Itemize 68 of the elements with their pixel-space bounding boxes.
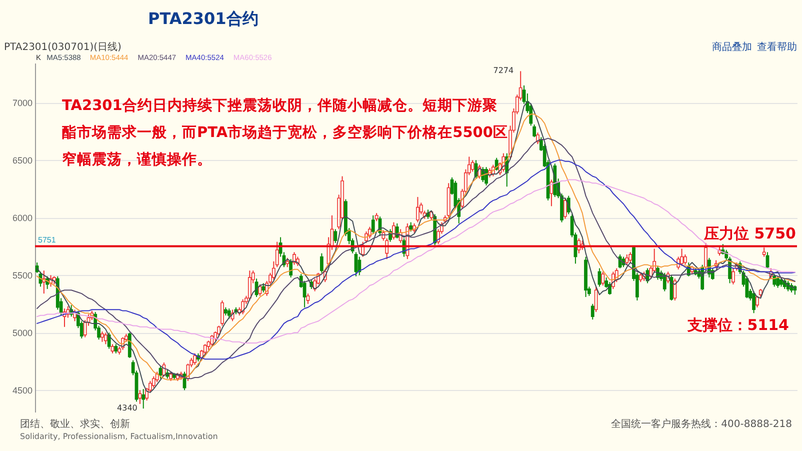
candlestick	[371, 214, 375, 234]
candlestick	[220, 300, 224, 326]
candlestick	[601, 271, 605, 286]
candlestick	[628, 252, 632, 264]
candlestick	[772, 274, 776, 288]
y-tick-label: 5000	[12, 328, 32, 338]
candlestick	[104, 332, 108, 345]
y-tick-label: 7000	[12, 98, 32, 108]
candlestick	[416, 196, 420, 223]
candlestick	[286, 257, 290, 268]
candlestick	[638, 272, 642, 283]
candlestick	[262, 282, 266, 293]
text: Solidarity, Professionalism, Factualism,Innovation	[20, 432, 218, 441]
candlestick	[608, 282, 612, 296]
text: 查看帮助	[757, 41, 797, 53]
text: 团结、敬业、求实、创新	[20, 418, 130, 430]
candlestick	[142, 388, 146, 410]
annotation: TA2301合约日内持续下挫震荡收阴，伴随小幅减仓。短期下游聚酯市场需求一般，而PTA市场趋于宽松，多空影响下价格在5500区窄幅震荡，谨慎操作。	[62, 97, 508, 168]
candlestick	[193, 352, 197, 366]
candlestick	[484, 166, 488, 186]
candlestick	[241, 298, 245, 315]
candlestick	[320, 252, 324, 274]
candlestick	[289, 258, 293, 278]
candlestick	[114, 344, 118, 354]
chart-title: PTA2301合约	[148, 9, 258, 28]
candlestick	[217, 325, 221, 337]
candlestick	[494, 157, 498, 172]
candlestick	[409, 222, 413, 232]
annotation: 压力位 5750	[703, 224, 796, 242]
candlestick	[590, 303, 594, 320]
annotation: 4340	[117, 404, 138, 413]
candlestick	[563, 198, 567, 220]
text: 全国统一客户服务热线：400-8888-218	[611, 418, 792, 430]
candlestick	[680, 248, 684, 266]
y-tick-label: 6500	[12, 156, 32, 166]
chart-subtitle: PTA2301(030701)(日线)	[4, 41, 122, 53]
candlestick	[470, 160, 474, 172]
candlestick	[732, 268, 735, 285]
y-tick-label: 6000	[12, 213, 32, 224]
candlestick	[704, 242, 708, 270]
candlestick	[392, 222, 396, 240]
y-tick-label: 5500	[12, 270, 32, 281]
candlestick	[306, 293, 310, 304]
candlestick	[358, 256, 362, 276]
candlestick	[662, 272, 666, 292]
text: 商品叠加	[712, 41, 752, 53]
candlestick	[248, 270, 252, 301]
candlestick	[107, 332, 111, 350]
candlestick	[100, 331, 104, 342]
ref-line-label: 5751	[38, 235, 56, 244]
candlestick	[152, 376, 156, 388]
candlestick	[334, 228, 338, 244]
candlestick	[762, 247, 766, 258]
candlestick	[138, 390, 142, 404]
candlestick	[110, 344, 114, 354]
candlestick	[292, 252, 296, 266]
candlestick	[673, 278, 677, 301]
candlestick	[625, 254, 629, 266]
candlestick	[752, 290, 756, 314]
candlestick	[532, 124, 536, 138]
annotation: 支撑位：5114	[686, 316, 789, 334]
line-series	[36, 179, 796, 344]
candlestick	[766, 252, 770, 269]
candlestick	[598, 268, 602, 288]
annotation: 7274	[493, 66, 514, 76]
candlestick	[684, 254, 687, 266]
candlestick	[227, 308, 231, 320]
y-tick-label: 4500	[12, 386, 32, 396]
